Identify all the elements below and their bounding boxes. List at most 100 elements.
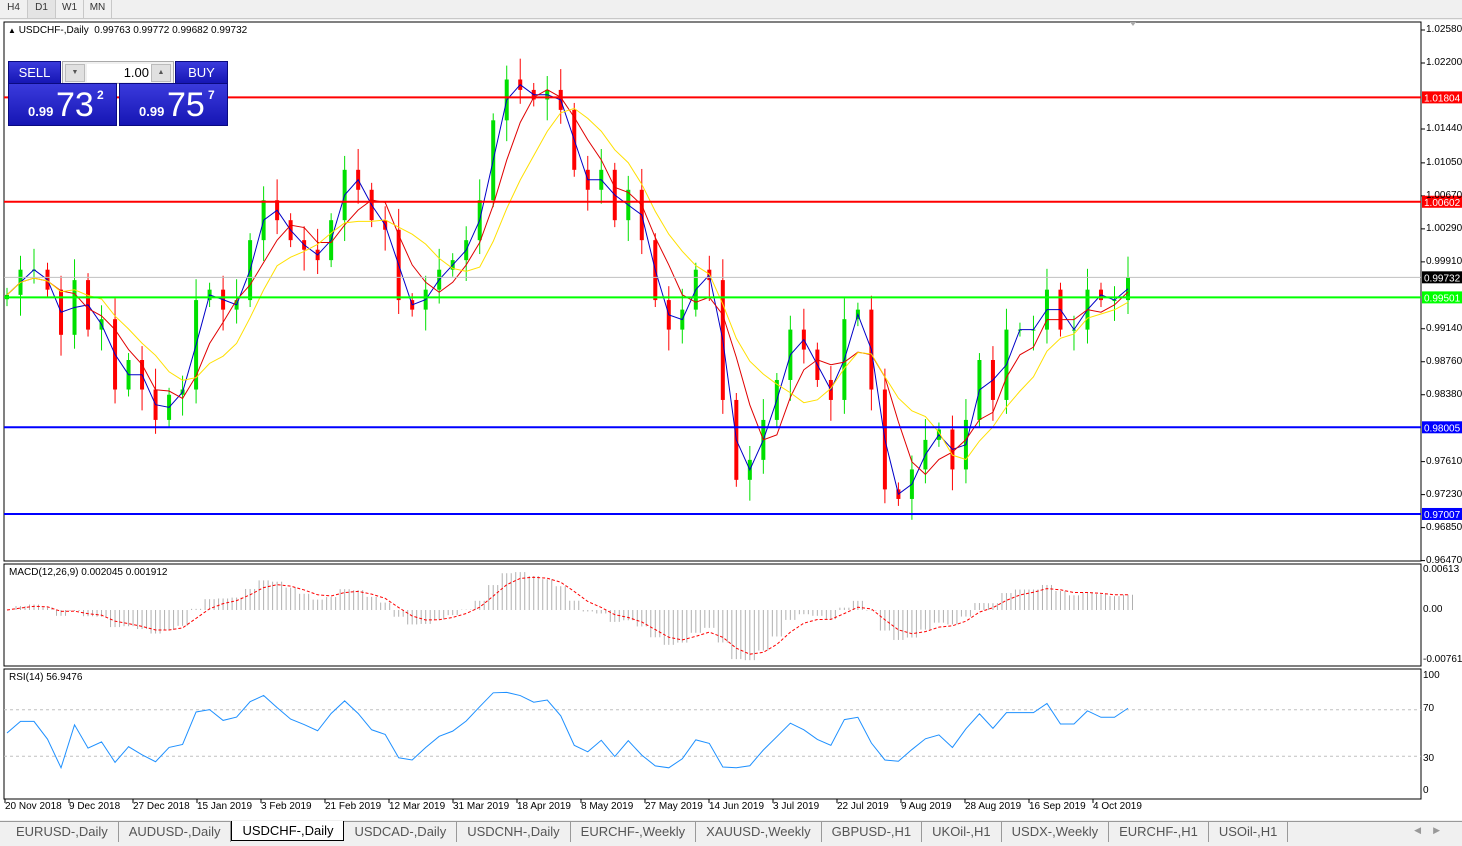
price-tick-label: 1.01050 — [1426, 156, 1462, 168]
buy-price-pips: 75 — [167, 86, 205, 124]
symbol-info: USDCHF-,Daily — [18, 25, 89, 36]
tab-gbpusd-h1[interactable]: GBPUSD-,H1 — [822, 822, 923, 842]
price-tick-label: 0.96470 — [1426, 554, 1462, 566]
level-price-tag — [1422, 291, 1462, 304]
ohlc-values: 0.99763 0.99772 0.99682 0.99732 — [94, 25, 248, 36]
tab-usoil-h1[interactable]: USOil-,H1 — [1209, 822, 1289, 842]
date-tick-label: 3 Jul 2019 — [773, 801, 820, 812]
date-tick-label: 18 Apr 2019 — [517, 801, 571, 812]
ma-mid-line — [6, 89, 1129, 476]
price-tick-label: 1.02200 — [1426, 57, 1462, 68]
price-tick-label: 0.96850 — [1426, 521, 1462, 533]
chart-window[interactable]: 1.01804 1.00602 0.99501 0.98005 0.97007 0.997… — [0, 20, 1462, 820]
price-tick-label: 0.98380 — [1426, 388, 1462, 400]
lot-size-stepper[interactable]: ▼ 1.00 ▲ — [62, 61, 174, 84]
timeframe-toolbar: H4 D1 W1 MN — [0, 0, 1462, 19]
current-price-label: 0.99732 — [1424, 273, 1461, 284]
current-price-tag — [1422, 271, 1462, 284]
rsi-axis-30: 30 — [1423, 753, 1435, 764]
price-tick-label: 0.99140 — [1426, 322, 1462, 334]
date-tick-label: 4 Oct 2019 — [1093, 801, 1142, 812]
level-price-label: 1.01804 — [1424, 93, 1461, 104]
ma-slow-line — [6, 107, 1129, 461]
date-tick-label: 3 Feb 2019 — [261, 801, 312, 812]
date-tick-label: 16 Sep 2019 — [1029, 801, 1086, 812]
tab-scroll-arrows-icon[interactable]: ◀▶ — [1414, 825, 1452, 835]
tab-usdchf-daily[interactable]: USDCHF-,Daily — [231, 821, 345, 841]
sell-price-prefix: 0.99 — [28, 104, 54, 119]
price-tick-label: 1.00290 — [1426, 222, 1462, 234]
date-tick-label: 20 Nov 2018 — [5, 801, 62, 812]
price-tick-label: 1.02580 — [1426, 24, 1462, 35]
tab-usdx-weekly[interactable]: USDX-,Weekly — [1002, 822, 1110, 842]
timeframe-mn[interactable]: MN — [84, 0, 112, 18]
date-tick-label: 9 Dec 2018 — [69, 801, 121, 812]
price-tick-label: 1.01440 — [1426, 123, 1462, 134]
price-tick-label: 0.98760 — [1426, 355, 1462, 367]
sell-price-button[interactable]: 0.99 73 2 — [8, 83, 117, 126]
date-tick-label: 31 Mar 2019 — [453, 801, 510, 812]
date-tick-label: 28 Aug 2019 — [965, 801, 1022, 812]
macd-axis-zero: 0.00 — [1423, 604, 1443, 615]
level-price-label: 0.99501 — [1424, 293, 1461, 304]
level-price-tag — [1422, 91, 1462, 104]
tab-usdcad-daily[interactable]: USDCAD-,Daily — [344, 822, 458, 842]
lot-decrease-icon[interactable]: ▼ — [65, 64, 85, 82]
macd-axis-max: 0.00613 — [1423, 564, 1460, 575]
level-price-label: 0.97007 — [1424, 510, 1461, 521]
level-price-tag — [1422, 195, 1462, 208]
timeframe-d1[interactable]: D1 — [28, 0, 56, 18]
price-tick-label: 0.97610 — [1426, 455, 1462, 467]
level-price-tag — [1422, 507, 1462, 520]
symbol-tab-bar: EURUSD-,Daily AUDUSD-,Daily USDCHF-,Dail… — [0, 821, 1462, 843]
macd-title: MACD(12,26,9) 0.002045 0.001912 — [9, 567, 168, 578]
level-price-tag — [1422, 421, 1462, 434]
ma-fast-line — [6, 84, 1129, 496]
price-tick-label: 1.00670 — [1426, 189, 1462, 201]
sell-button[interactable]: SELL — [8, 61, 61, 84]
rsi-axis-0: 0 — [1423, 785, 1429, 796]
level-price-label: 0.98005 — [1424, 423, 1461, 434]
buy-button[interactable]: BUY — [175, 61, 228, 84]
tab-usdcnh-daily[interactable]: USDCNH-,Daily — [457, 822, 571, 842]
rsi-line — [6, 691, 1129, 770]
rsi-pane-frame — [3, 668, 1422, 800]
date-tick-label: 21 Feb 2019 — [325, 801, 382, 812]
date-tick-label: 14 Jun 2019 — [709, 801, 765, 812]
level-price-label: 1.00602 — [1424, 198, 1461, 209]
tab-audusd-daily[interactable]: AUDUSD-,Daily — [119, 822, 232, 842]
lot-increase-icon[interactable]: ▲ — [151, 64, 171, 82]
chart-shift-marker-icon — [1130, 22, 1136, 26]
sell-price-pips: 73 — [56, 86, 94, 124]
rsi-axis-70: 70 — [1423, 703, 1435, 714]
timeframe-h4[interactable]: H4 — [0, 0, 28, 18]
collapse-triangle-icon[interactable]: ▲ — [8, 26, 16, 35]
tab-eurchf-h1[interactable]: EURCHF-,H1 — [1109, 822, 1209, 842]
date-tick-label: 27 May 2019 — [645, 801, 703, 812]
price-chart[interactable]: 1.018041.006020.995010.980050.970070.997… — [0, 20, 1462, 820]
date-tick-label: 9 Aug 2019 — [901, 801, 952, 812]
rsi-title: RSI(14) 56.9476 — [9, 672, 83, 683]
date-tick-label: 8 May 2019 — [581, 801, 634, 812]
tab-ukoil-h1[interactable]: UKOil-,H1 — [922, 822, 1002, 842]
one-click-trading-panel: SELL ▼ 1.00 ▲ BUY 0.99 73 2 0.99 75 7 — [8, 61, 228, 126]
tab-eurchf-weekly[interactable]: EURCHF-,Weekly — [571, 822, 697, 842]
date-tick-label: 12 Mar 2019 — [389, 801, 446, 812]
rsi-axis-100: 100 — [1423, 670, 1440, 681]
macd-pane-frame — [3, 563, 1422, 667]
date-tick-label: 27 Dec 2018 — [133, 801, 190, 812]
price-tick-label: 0.97230 — [1426, 488, 1462, 500]
macd-signal-line — [6, 576, 1129, 655]
macd-axis-min: -0.007612 — [1423, 654, 1462, 665]
date-tick-label: 15 Jan 2019 — [197, 801, 253, 812]
chart-header: ▲ USDCHF-,Daily 0.99763 0.99772 0.99682 … — [8, 25, 247, 36]
price-tick-label: 0.99910 — [1426, 255, 1462, 267]
timeframe-w1[interactable]: W1 — [56, 0, 84, 18]
tab-xauusd-weekly[interactable]: XAUUSD-,Weekly — [696, 822, 822, 842]
sell-price-fraction: 2 — [97, 88, 104, 102]
lot-size-input[interactable]: 1.00 — [87, 64, 151, 82]
date-tick-label: 22 Jul 2019 — [837, 801, 889, 812]
tab-eurusd-daily[interactable]: EURUSD-,Daily — [6, 822, 119, 842]
buy-price-button[interactable]: 0.99 75 7 — [119, 83, 228, 126]
buy-price-prefix: 0.99 — [139, 104, 165, 119]
